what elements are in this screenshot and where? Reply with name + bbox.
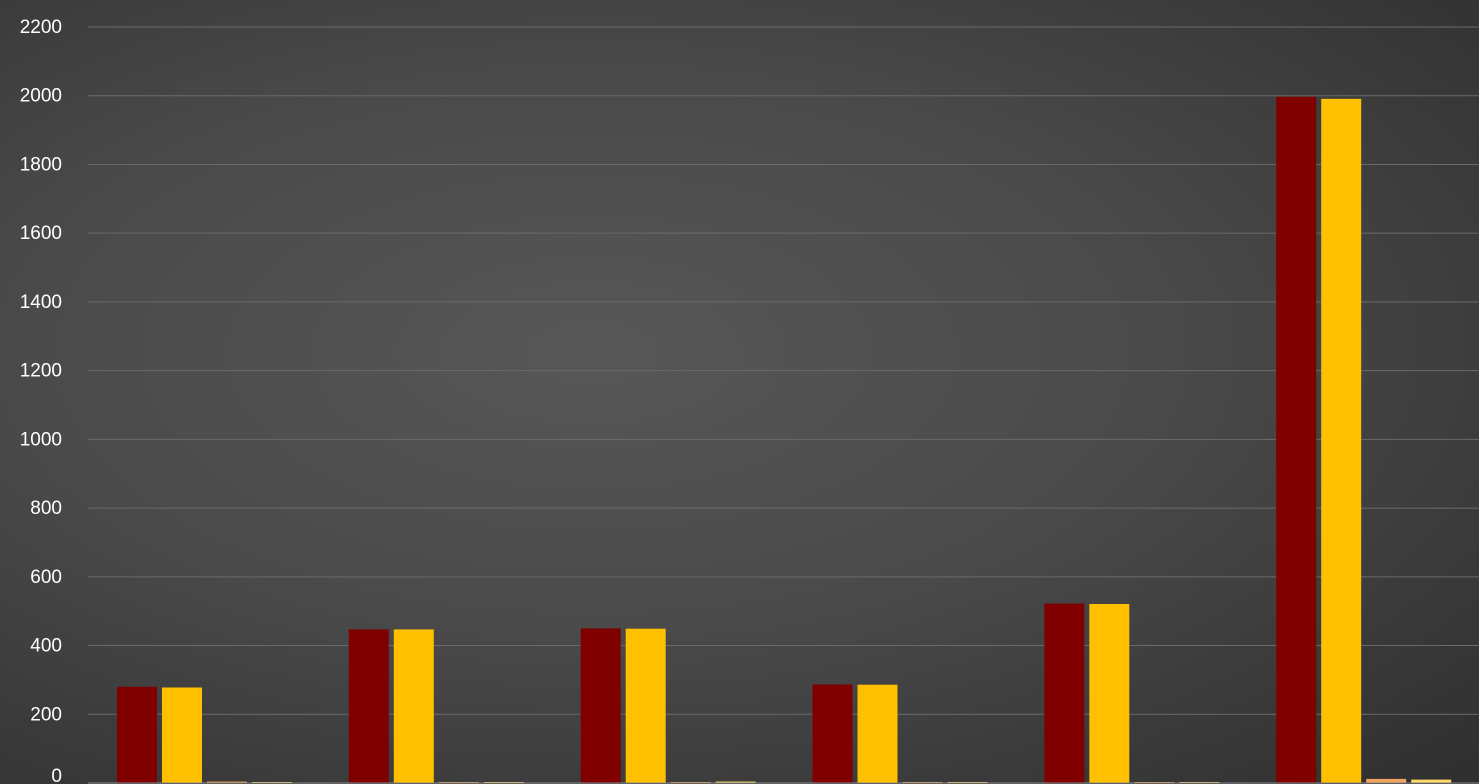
bar-series-4-group-3 bbox=[715, 781, 756, 783]
bar-series-3-group-1 bbox=[207, 781, 247, 783]
y-tick-label: 200 bbox=[30, 704, 62, 725]
bar-series-1-group-3 bbox=[580, 628, 621, 783]
bar-series-2-group-4 bbox=[857, 684, 898, 783]
bar-series-2-group-6 bbox=[1321, 98, 1362, 784]
y-tick-label: 2200 bbox=[20, 17, 62, 38]
gridlines bbox=[88, 26, 1479, 715]
bar-series-1-group-4 bbox=[812, 684, 853, 783]
bar-series-3-group-6 bbox=[1366, 778, 1407, 783]
bars bbox=[117, 96, 1452, 784]
y-tick-label: 1200 bbox=[20, 361, 62, 382]
y-tick-label: 1600 bbox=[20, 223, 62, 244]
y-tick-label: 2000 bbox=[20, 86, 62, 107]
y-tick-label: 800 bbox=[30, 498, 62, 519]
bar-series-2-group-1 bbox=[162, 687, 202, 783]
y-axis-tick-labels: 0 200 400 600 800 1000 1200 1400 1600 1800 2000 220… bbox=[20, 17, 62, 784]
bar-series-2-group-5 bbox=[1089, 604, 1130, 783]
bar-series-4-group-6 bbox=[1411, 779, 1452, 783]
y-tick-label: 1400 bbox=[20, 292, 62, 313]
y-tick-label: 400 bbox=[30, 636, 62, 657]
y-tick-label: 600 bbox=[30, 567, 62, 588]
bar-series-1-group-2 bbox=[348, 629, 389, 783]
y-tick-label: 0 bbox=[51, 766, 62, 784]
bar-series-1-group-1 bbox=[117, 686, 157, 783]
bar-series-1-group-6 bbox=[1276, 96, 1317, 784]
y-tick-label: 1000 bbox=[20, 429, 62, 450]
bar-series-1-group-5 bbox=[1044, 603, 1085, 783]
bar-series-2-group-3 bbox=[625, 628, 666, 783]
y-tick-label: 1800 bbox=[20, 154, 62, 175]
bar-series-2-group-2 bbox=[393, 629, 434, 783]
